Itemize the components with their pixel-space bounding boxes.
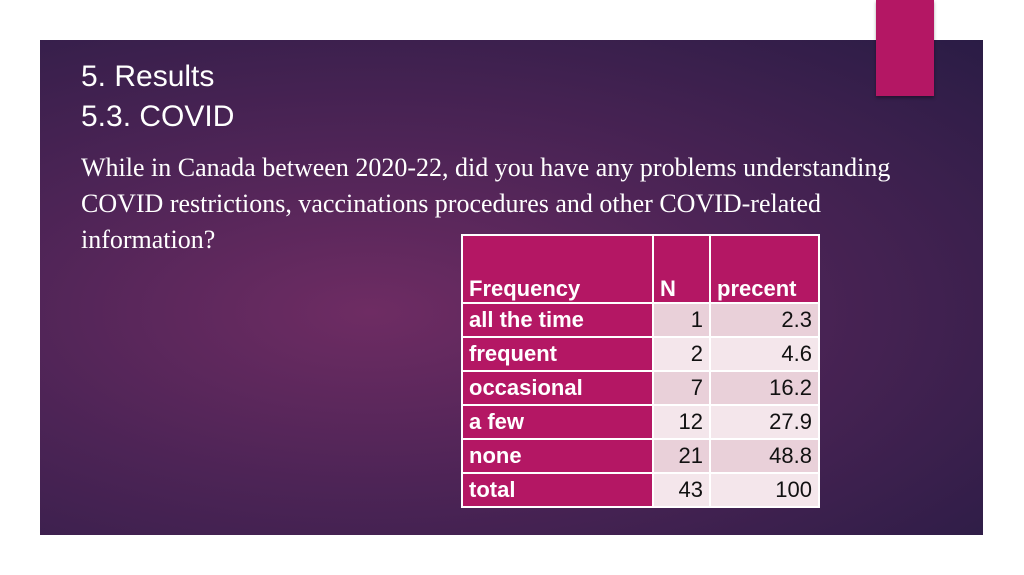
row-percent: 27.9: [709, 404, 820, 440]
row-label: all the time: [461, 302, 654, 338]
title-line-results: 5. Results: [81, 60, 215, 93]
row-percent: 100: [709, 472, 820, 508]
header-n: N: [652, 234, 711, 304]
row-n: 1: [652, 302, 711, 338]
row-n: 7: [652, 370, 711, 406]
table-row: frequent 2 4.6: [461, 336, 820, 372]
header-frequency: Frequency: [461, 234, 654, 304]
row-label: total: [461, 472, 654, 508]
table-row: none 21 48.8: [461, 438, 820, 474]
row-percent: 2.3: [709, 302, 820, 338]
table-row: occasional 7 16.2: [461, 370, 820, 406]
row-n: 12: [652, 404, 711, 440]
frequency-table: Frequency N precent all the time 1 2.3 f…: [461, 234, 820, 508]
accent-bar: [876, 0, 934, 96]
slide-title: 5. Results 5.3. COVID: [81, 57, 234, 137]
row-n: 21: [652, 438, 711, 474]
row-percent: 4.6: [709, 336, 820, 372]
row-label: a few: [461, 404, 654, 440]
row-n: 2: [652, 336, 711, 372]
row-n: 43: [652, 472, 711, 508]
row-label: none: [461, 438, 654, 474]
table-row-total: total 43 100: [461, 472, 820, 508]
row-label: occasional: [461, 370, 654, 406]
survey-question: While in Canada between 2020-22, did you…: [81, 153, 891, 254]
table-row: a few 12 27.9: [461, 404, 820, 440]
row-percent: 16.2: [709, 370, 820, 406]
row-percent: 48.8: [709, 438, 820, 474]
row-label: frequent: [461, 336, 654, 372]
title-line-covid: 5.3. COVID: [81, 100, 235, 133]
table-header-row: Frequency N precent: [461, 234, 820, 304]
header-percent: precent: [709, 234, 820, 304]
table-row: all the time 1 2.3: [461, 302, 820, 338]
